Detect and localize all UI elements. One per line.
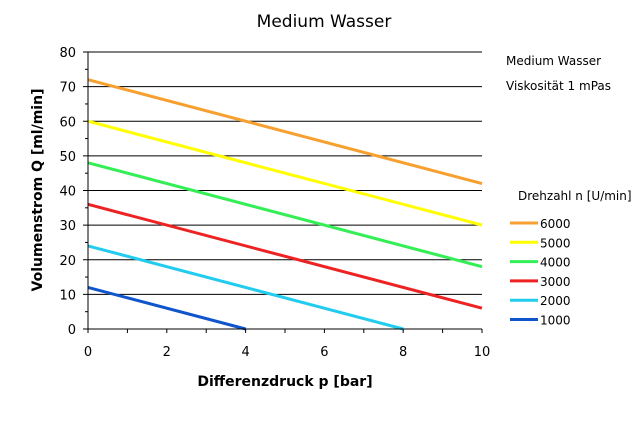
legend-item-4000: 4000 bbox=[510, 256, 571, 270]
legend-item-3000: 3000 bbox=[510, 275, 571, 289]
y-tick-label: 50 bbox=[59, 150, 76, 165]
x-tick-label: 6 bbox=[320, 345, 328, 360]
series-line-2000 bbox=[87, 244, 404, 331]
series-line-5000 bbox=[87, 119, 483, 227]
legend-item-5000: 5000 bbox=[510, 236, 571, 250]
legend-label: 4000 bbox=[540, 256, 571, 270]
x-tick-labels: 0 2 4 6 8 10 bbox=[84, 345, 490, 360]
legend-label: 2000 bbox=[540, 294, 571, 308]
y-tick-label: 0 bbox=[68, 323, 76, 338]
y-tick-label: 60 bbox=[59, 115, 76, 130]
legend-label: 1000 bbox=[540, 314, 571, 328]
legend-label: 5000 bbox=[540, 236, 571, 250]
series-line-1000 bbox=[87, 285, 246, 331]
y-tick-labels: 0 10 20 30 40 50 60 70 80 bbox=[59, 46, 76, 338]
legend-item-1000: 1000 bbox=[510, 314, 571, 328]
x-tick-label: 10 bbox=[474, 345, 491, 360]
legend-title: Drehzahl n [U/min] bbox=[518, 189, 632, 203]
series-lines bbox=[87, 78, 483, 331]
legend: 6000 5000 4000 3000 2000 1000 bbox=[510, 217, 571, 328]
note-medium: Medium Wasser bbox=[506, 54, 601, 68]
legend-item-2000: 2000 bbox=[510, 294, 571, 308]
y-axis-label: Volumenstrom Q [ml/min] bbox=[30, 89, 46, 292]
x-tick-label: 4 bbox=[241, 345, 249, 360]
y-tick-label: 10 bbox=[59, 288, 76, 303]
y-tick-label: 40 bbox=[59, 185, 76, 200]
x-tick-label: 2 bbox=[163, 345, 171, 360]
x-axis-label: Differenzdruck p [bar] bbox=[197, 374, 372, 390]
axes bbox=[83, 51, 483, 333]
y-tick-label: 30 bbox=[59, 219, 76, 234]
legend-label: 3000 bbox=[540, 275, 571, 289]
legend-item-6000: 6000 bbox=[510, 217, 571, 231]
series-line-3000 bbox=[87, 202, 483, 310]
series-line-6000 bbox=[87, 78, 483, 186]
y-tick-label: 70 bbox=[59, 81, 76, 96]
x-tick-label: 0 bbox=[84, 345, 92, 360]
legend-label: 6000 bbox=[540, 217, 571, 231]
y-tick-label: 20 bbox=[59, 254, 76, 269]
series-line-4000 bbox=[87, 161, 483, 269]
x-tick-label: 8 bbox=[399, 345, 407, 360]
note-viscosity: Viskosität 1 mPas bbox=[506, 79, 611, 93]
chart-title: Medium Wasser bbox=[257, 12, 392, 32]
gridlines bbox=[88, 51, 482, 295]
y-tick-label: 80 bbox=[59, 46, 76, 61]
